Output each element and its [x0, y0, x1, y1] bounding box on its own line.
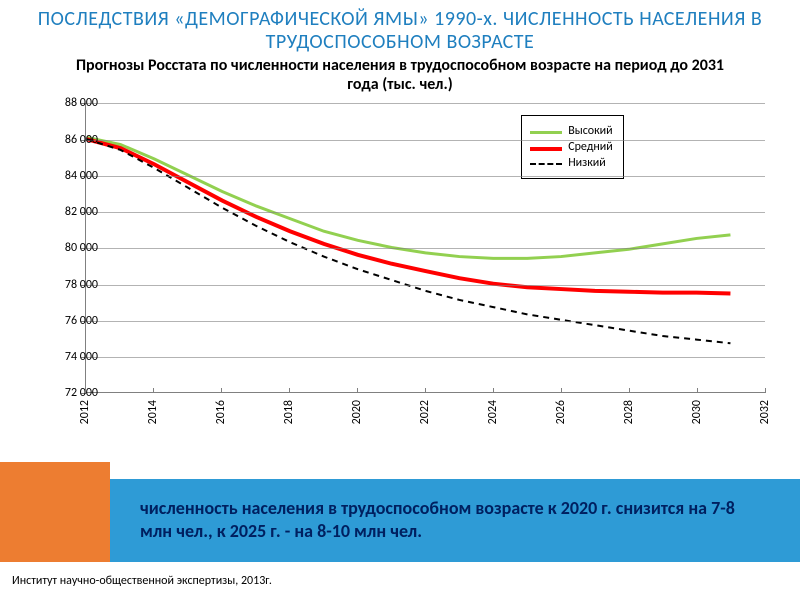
xtick-label: 2026 [554, 400, 568, 424]
xtick-label: 2020 [350, 400, 364, 424]
xtick-mark [629, 388, 630, 393]
gridline [86, 140, 765, 141]
note-box: численность населения в трудоспособном в… [110, 479, 800, 562]
gridline [86, 248, 765, 249]
ytick-label: 88 000 [38, 96, 98, 110]
xtick-mark [493, 388, 494, 393]
ytick-label: 78 000 [38, 278, 98, 292]
xtick-mark [221, 388, 222, 393]
xtick-mark [561, 388, 562, 393]
ytick-label: 74 000 [38, 350, 98, 364]
ytick-label: 72 000 [38, 386, 98, 400]
xtick-mark [765, 388, 766, 393]
legend-row: Средний [530, 140, 613, 154]
legend-label: Высокий [568, 124, 612, 138]
slide-title: ПОСЛЕДСТВИЯ «ДЕМОГРАФИЧЕСКОЙ ЯМЫ» 1990-х… [0, 0, 800, 54]
note-text: численность населения в трудоспособном в… [140, 497, 770, 542]
xtick-label: 2014 [146, 400, 160, 424]
xtick-label: 2018 [282, 400, 296, 424]
series-line [87, 140, 731, 344]
xtick-mark [85, 388, 86, 393]
legend-label: Средний [568, 140, 613, 154]
chart: Высокий Средний Низкий 72 000 74 000 76 000 7… [20, 98, 780, 438]
footer-text: Институт научно-общественной экспертизы,… [12, 574, 272, 588]
xtick-mark [357, 388, 358, 393]
gridline [86, 212, 765, 213]
ytick-label: 86 000 [38, 133, 98, 147]
xtick-mark [425, 388, 426, 393]
ytick-label: 76 000 [38, 314, 98, 328]
plot-area: Высокий Средний Низкий [85, 103, 765, 393]
xtick-label: 2028 [622, 400, 636, 424]
xtick-label: 2032 [758, 400, 772, 424]
ytick-label: 80 000 [38, 241, 98, 255]
xtick-label: 2012 [78, 400, 92, 424]
xtick-mark [697, 388, 698, 393]
xtick-mark [289, 388, 290, 393]
gridline [86, 321, 765, 322]
xtick-label: 2016 [214, 400, 228, 424]
xtick-label: 2030 [690, 400, 704, 424]
xtick-mark [153, 388, 154, 393]
xtick-label: 2022 [418, 400, 432, 424]
series-line [87, 138, 731, 259]
legend-row: Высокий [530, 124, 613, 138]
gridline [86, 357, 765, 358]
accent-block [0, 462, 110, 562]
series-line [87, 140, 731, 294]
legend: Высокий Средний Низкий [521, 115, 624, 179]
gridline [86, 285, 765, 286]
xtick-label: 2024 [486, 400, 500, 424]
gridline [86, 103, 765, 104]
ytick-label: 82 000 [38, 205, 98, 219]
gridline [86, 176, 765, 177]
legend-row: Низкий [530, 156, 613, 170]
legend-label: Низкий [568, 156, 606, 170]
ytick-label: 84 000 [38, 169, 98, 183]
chart-title: Прогнозы Росстата по численности населен… [0, 54, 800, 98]
